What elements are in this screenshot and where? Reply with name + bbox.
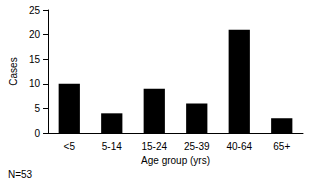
svg-text:10: 10: [29, 78, 41, 89]
svg-text:5-14: 5-14: [102, 141, 122, 152]
svg-text:15-24: 15-24: [141, 141, 167, 152]
svg-text:<5: <5: [64, 141, 76, 152]
svg-text:65+: 65+: [273, 141, 290, 152]
svg-text:25-39: 25-39: [184, 141, 210, 152]
svg-text:Cases: Cases: [8, 57, 19, 85]
svg-text:N=53: N=53: [8, 169, 33, 180]
svg-text:20: 20: [29, 29, 41, 40]
svg-text:25: 25: [29, 5, 41, 16]
svg-text:40-64: 40-64: [226, 141, 252, 152]
svg-text:0: 0: [34, 128, 40, 139]
svg-text:15: 15: [29, 54, 41, 65]
svg-text:Age group (yrs): Age group (yrs): [141, 155, 210, 166]
svg-text:5: 5: [34, 103, 40, 114]
